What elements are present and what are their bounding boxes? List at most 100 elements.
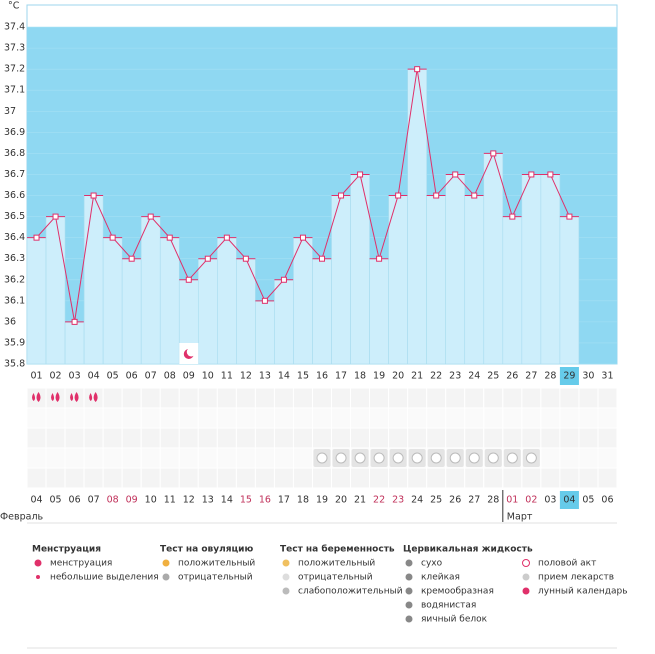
grid-cell xyxy=(369,407,390,429)
y-tick-label: 36.4 xyxy=(4,232,25,243)
x-tick-label: 03 xyxy=(69,371,81,382)
date-label: 03 xyxy=(544,495,556,506)
grid-cell xyxy=(597,467,618,489)
grid-cell xyxy=(197,407,218,429)
date-label: 11 xyxy=(164,495,176,506)
lunar-icon-cut xyxy=(186,347,196,357)
grid-cell xyxy=(502,387,523,409)
grid-cell xyxy=(369,427,390,449)
grid-cell xyxy=(578,427,599,449)
bar xyxy=(369,258,389,365)
pregnancy-icon xyxy=(449,452,461,464)
date-label: 04 xyxy=(563,495,575,506)
grid-cell xyxy=(159,407,180,429)
legend-icon xyxy=(522,559,530,567)
pregnancy-icon xyxy=(430,452,442,464)
bar xyxy=(274,279,294,365)
grid-cell xyxy=(254,447,275,469)
grid-cell xyxy=(83,387,104,409)
grid-cell xyxy=(578,447,599,469)
grid-cell xyxy=(502,467,523,489)
grid-cell xyxy=(102,387,123,409)
grid-cell xyxy=(140,447,161,469)
bar xyxy=(483,153,504,365)
legend-item: сухо xyxy=(421,559,443,569)
grid-cell xyxy=(350,387,371,409)
grid-cell xyxy=(83,467,104,489)
grid-cell xyxy=(140,387,161,409)
grid-cell xyxy=(407,387,428,409)
bar xyxy=(121,258,142,365)
menstruation-icon xyxy=(32,392,41,402)
legend-icon xyxy=(522,587,530,595)
grid-cell xyxy=(235,467,256,489)
grid-cell xyxy=(331,407,352,429)
bar xyxy=(197,258,218,365)
grid-cell xyxy=(26,447,47,469)
legend-icon xyxy=(405,587,413,595)
grid-cell xyxy=(540,427,561,449)
grid-cell xyxy=(331,427,352,449)
date-label: 19 xyxy=(316,495,328,506)
date-label: 12 xyxy=(183,495,195,506)
point-marker xyxy=(490,150,497,157)
point-marker xyxy=(528,171,535,178)
legend-icon xyxy=(282,587,290,595)
date-label: 25 xyxy=(430,495,442,506)
legend-item: прием лекарств xyxy=(538,573,614,583)
y-tick-label: 37.2 xyxy=(4,64,25,75)
x-tick-label: 17 xyxy=(335,371,347,382)
bar xyxy=(83,195,104,365)
grid-cell xyxy=(540,467,561,489)
bar xyxy=(521,174,542,365)
x-tick-label: 16 xyxy=(316,371,328,382)
bar xyxy=(559,216,580,365)
bar xyxy=(293,237,313,365)
grid-cell xyxy=(540,407,561,429)
date-label: 08 xyxy=(107,495,119,506)
pregnancy-icon xyxy=(335,452,347,464)
date-label: 04 xyxy=(30,495,42,506)
grid-cell xyxy=(216,467,237,489)
grid-cell xyxy=(350,467,371,489)
grid-cell xyxy=(273,447,294,469)
legend-icon xyxy=(405,559,413,567)
grid-cell xyxy=(540,387,561,409)
menstruation-icon xyxy=(89,392,98,402)
menstruation-icon xyxy=(70,392,79,402)
month-label: Март xyxy=(507,512,533,523)
legend-item: клейкая xyxy=(421,573,460,583)
pregnancy-icon xyxy=(373,452,385,464)
grid-cell xyxy=(197,387,218,409)
menstruation-icon xyxy=(51,392,60,402)
bar xyxy=(331,195,351,365)
date-label: 14 xyxy=(221,495,233,506)
legend-icon xyxy=(34,559,42,567)
grid-cell xyxy=(102,447,123,469)
grid-cell xyxy=(216,407,237,429)
x-tick-label: 20 xyxy=(392,371,404,382)
grid-cell xyxy=(254,407,275,429)
grid-cell xyxy=(464,467,485,489)
x-tick-label: 13 xyxy=(259,371,271,382)
legend-icon xyxy=(162,573,170,581)
point-marker xyxy=(566,213,573,220)
y-tick-label: 37 xyxy=(4,106,16,117)
grid-cell xyxy=(178,427,199,449)
bar xyxy=(64,321,85,365)
grid-cell xyxy=(121,387,142,409)
x-tick-label: 02 xyxy=(50,371,62,382)
x-tick-label: 04 xyxy=(88,371,100,382)
grid-cell xyxy=(540,447,561,469)
grid-cell xyxy=(292,387,313,409)
date-label: 13 xyxy=(202,495,214,506)
x-tick-label: 06 xyxy=(126,371,138,382)
legend-item: менструация xyxy=(50,559,112,569)
grid-cell xyxy=(483,427,504,449)
date-label: 24 xyxy=(411,495,423,506)
point-marker xyxy=(471,192,478,199)
y-tick-label: 36.9 xyxy=(4,127,25,138)
legend-title: Менструация xyxy=(32,545,101,555)
bar xyxy=(502,216,523,365)
